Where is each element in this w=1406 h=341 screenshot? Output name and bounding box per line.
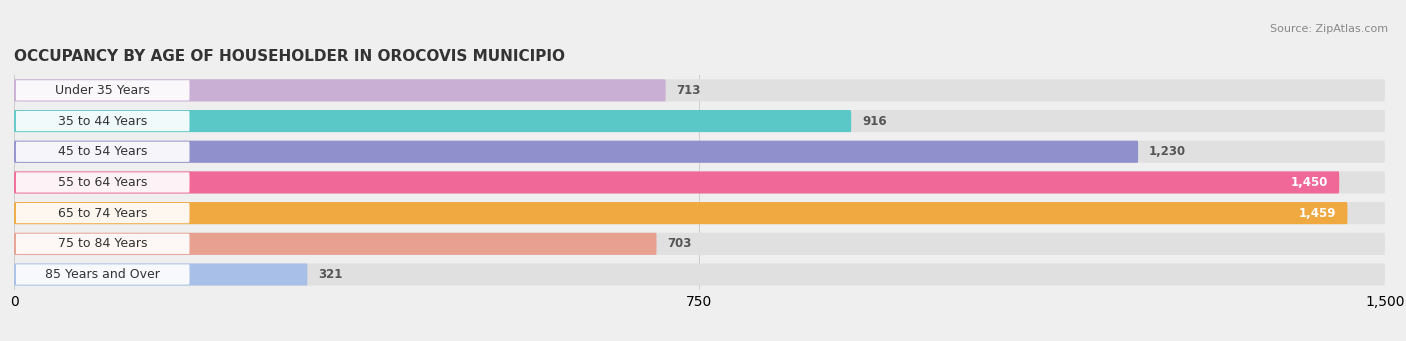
Text: 1,459: 1,459 [1299,207,1337,220]
FancyBboxPatch shape [15,111,190,131]
Text: 916: 916 [862,115,887,128]
Text: 85 Years and Over: 85 Years and Over [45,268,160,281]
FancyBboxPatch shape [14,233,657,255]
FancyBboxPatch shape [15,142,190,162]
Text: OCCUPANCY BY AGE OF HOUSEHOLDER IN OROCOVIS MUNICIPIO: OCCUPANCY BY AGE OF HOUSEHOLDER IN OROCO… [14,49,565,64]
Text: 703: 703 [668,237,692,250]
FancyBboxPatch shape [15,203,190,223]
FancyBboxPatch shape [14,172,1385,193]
Text: Under 35 Years: Under 35 Years [55,84,150,97]
FancyBboxPatch shape [14,264,1385,285]
FancyBboxPatch shape [14,202,1347,224]
Text: 45 to 54 Years: 45 to 54 Years [58,145,148,158]
FancyBboxPatch shape [14,233,1385,255]
FancyBboxPatch shape [15,80,190,101]
Text: 713: 713 [676,84,702,97]
Text: 75 to 84 Years: 75 to 84 Years [58,237,148,250]
Text: 65 to 74 Years: 65 to 74 Years [58,207,148,220]
FancyBboxPatch shape [15,264,190,285]
Text: 55 to 64 Years: 55 to 64 Years [58,176,148,189]
FancyBboxPatch shape [14,264,308,285]
Text: Source: ZipAtlas.com: Source: ZipAtlas.com [1270,24,1388,34]
FancyBboxPatch shape [14,172,1339,193]
FancyBboxPatch shape [14,79,665,101]
FancyBboxPatch shape [14,110,851,132]
Text: 35 to 44 Years: 35 to 44 Years [58,115,148,128]
Text: 1,450: 1,450 [1291,176,1329,189]
Text: 1,230: 1,230 [1149,145,1187,158]
FancyBboxPatch shape [14,202,1385,224]
FancyBboxPatch shape [14,79,1385,101]
FancyBboxPatch shape [15,172,190,193]
FancyBboxPatch shape [14,141,1385,163]
FancyBboxPatch shape [14,141,1139,163]
Text: 321: 321 [318,268,343,281]
FancyBboxPatch shape [14,110,1385,132]
FancyBboxPatch shape [15,234,190,254]
